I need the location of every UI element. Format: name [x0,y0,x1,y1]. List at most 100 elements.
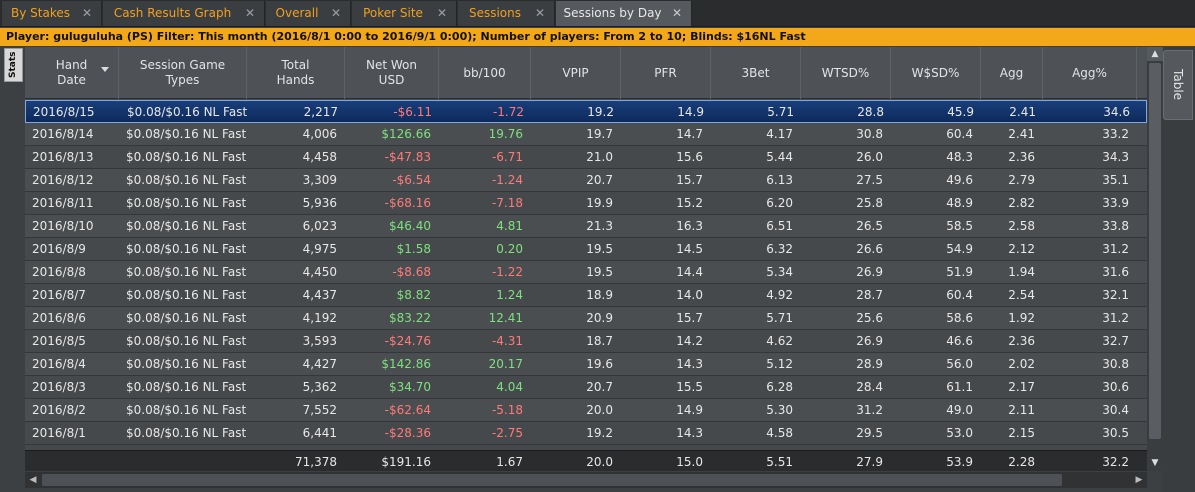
totals-cell: 20.0 [586,455,613,469]
table-row[interactable]: 2016/8/6 $0.08/$0.16 NL Fast 4,192 $83.22 12… [25,307,1147,330]
table-cell: 6.13 [766,173,793,187]
tab-sessions-by-day[interactable]: Sessions by Day ✕ [556,1,692,26]
table-cell: 14.2 [676,334,703,348]
tab-bar: By Stakes ✕ Cash Results Graph ✕ Overall ✕ Pok… [0,0,1195,27]
table-cell: 20.9 [586,311,613,325]
column-header[interactable]: W$SD% [891,47,981,99]
table-row[interactable]: 2016/8/3 $0.08/$0.16 NL Fast 5,362 $34.70 4.… [25,376,1147,399]
table-cell: $126.66 [381,127,431,141]
column-header[interactable]: bb/100 [439,47,531,99]
table-row[interactable]: 2016/8/4 $0.08/$0.16 NL Fast 4,427 $142.86 2… [25,353,1147,376]
table-row[interactable]: 2016/8/5 $0.08/$0.16 NL Fast 3,593 -$24.76 -… [25,330,1147,353]
table-cell: 31.2 [1102,311,1129,325]
column-header[interactable]: PFR [621,47,711,99]
table-cell: 2.17 [1008,380,1035,394]
table-cell: 6.28 [766,380,793,394]
column-header[interactable]: WTSD% [801,47,891,99]
table-row[interactable]: 2016/8/14 $0.08/$0.16 NL Fast 4,006 $126.66… [25,123,1147,146]
column-header[interactable]: Net Won USD [345,47,439,99]
column-header-line1: Agg% [1072,65,1107,80]
table-cell: 5.71 [766,311,793,325]
table-cell: 20.0 [586,403,613,417]
column-header[interactable]: Hand Date [25,47,119,99]
tab-sessions[interactable]: Sessions ✕ [458,1,555,26]
table-cell: 15.6 [676,150,703,164]
stats-side-tab[interactable]: Stats [4,48,23,82]
tab-poker-site[interactable]: Poker Site ✕ [352,1,457,26]
tab-label: Overall [275,6,319,20]
table-row[interactable]: 2016/8/13 $0.08/$0.16 NL Fast 4,458 -$47.83… [25,146,1147,169]
table-cell: $83.22 [389,311,431,325]
table-cell: 4,192 [302,311,337,325]
tab-label: Cash Results Graph [113,6,232,20]
table-cell: 19.2 [586,426,613,440]
table-cell: 21.0 [586,150,613,164]
table-cell: 15.5 [676,380,703,394]
table-cell: -$6.11 [393,105,432,119]
horizontal-scroll-thumb[interactable] [42,474,1062,486]
table-cell: 29.5 [856,426,883,440]
tab-label: By Stakes [11,6,70,20]
table-cell: 61.1 [946,380,973,394]
table-cell: 49.0 [946,403,973,417]
column-header-text: bb/100 [463,66,505,81]
close-icon[interactable]: ✕ [330,6,341,20]
table-row[interactable]: 2016/8/7 $0.08/$0.16 NL Fast 4,437 $8.82 1.2… [25,284,1147,307]
table-cell: 28.8 [857,105,884,119]
table-cell: 33.9 [1102,196,1129,210]
table-row[interactable]: 2016/8/1 $0.08/$0.16 NL Fast 6,441 -$28.36 -… [25,422,1147,445]
table-cell: 2016/8/4 [32,357,86,371]
table-cell: 15.2 [676,196,703,210]
table-row[interactable]: 2016/8/11 $0.08/$0.16 NL Fast 5,936 -$68.16… [25,192,1147,215]
table-row[interactable]: 2016/8/12 $0.08/$0.16 NL Fast 3,309 -$6.54 -… [25,169,1147,192]
table-cell: 33.8 [1102,219,1129,233]
scroll-left-icon[interactable]: ◀ [29,475,37,485]
table-cell: 12.41 [488,311,523,325]
close-icon[interactable]: ✕ [81,6,92,20]
scroll-down-icon[interactable]: ▼ [1151,458,1159,468]
column-header[interactable]: VPIP [531,47,621,99]
scroll-up-icon[interactable]: ▲ [1147,47,1163,61]
table-row[interactable]: 2016/8/10 $0.08/$0.16 NL Fast 6,023 $46.40 4… [25,215,1147,238]
table-side-tab[interactable]: Table [1163,50,1193,120]
table-cell: -1.22 [491,265,523,279]
table-cell: 2.11 [1008,403,1035,417]
totals-cell: 4 [1137,451,1147,471]
column-header-line1: 3Bet [741,65,770,80]
totals-cell [119,451,247,471]
tab-overall[interactable]: Overall ✕ [266,1,351,26]
table-cell: 18.7 [586,334,613,348]
column-header[interactable]: Agg% [1043,47,1137,99]
tab-label: Sessions [468,6,522,20]
tab-by-stakes[interactable]: By Stakes ✕ [2,1,102,26]
column-header[interactable]: Session Game Types [119,47,247,99]
table-row[interactable]: 2016/8/9 $0.08/$0.16 NL Fast 4,975 $1.58 0.2… [25,238,1147,261]
tab-cash-results-graph[interactable]: Cash Results Graph ✕ [103,1,265,26]
column-header[interactable]: F [1137,47,1147,99]
close-icon[interactable]: ✕ [671,6,682,20]
table-cell: 19.6 [586,357,613,371]
table-cell: 4,458 [302,150,337,164]
totals-cell: 1.67 [496,455,523,469]
table-cell: 6.51 [766,219,793,233]
table-cell: 49.6 [946,173,973,187]
table-cell: -1.24 [491,173,523,187]
column-header[interactable]: 3Bet [711,47,801,99]
vertical-scroll-thumb[interactable] [1149,63,1161,439]
table-cell: $0.08/$0.16 NL Fast [126,288,247,302]
table-row[interactable]: 2016/8/15 $0.08/$0.16 NL Fast 2,217 -$6.11 -… [25,100,1147,123]
table-cell: $0.08/$0.16 NL Fast [126,196,247,210]
table-row[interactable]: 2016/8/2 $0.08/$0.16 NL Fast 7,552 -$62.64 -… [25,399,1147,422]
table-cell: -7.18 [491,196,523,210]
table-cell: $0.08/$0.16 NL Fast [126,173,247,187]
close-icon[interactable]: ✕ [534,6,545,20]
close-icon[interactable]: ✕ [244,6,255,20]
table-row[interactable]: 2016/8/8 $0.08/$0.16 NL Fast 4,450 -$8.68 -1… [25,261,1147,284]
table-cell: 2.58 [1008,219,1035,233]
column-header[interactable]: Total Hands [247,47,345,99]
scroll-right-icon[interactable]: ▶ [1135,475,1143,485]
column-header-text: Agg% [1072,66,1107,81]
close-icon[interactable]: ✕ [436,6,447,20]
table-cell: 3,309 [302,173,337,187]
column-header[interactable]: Agg [981,47,1043,99]
